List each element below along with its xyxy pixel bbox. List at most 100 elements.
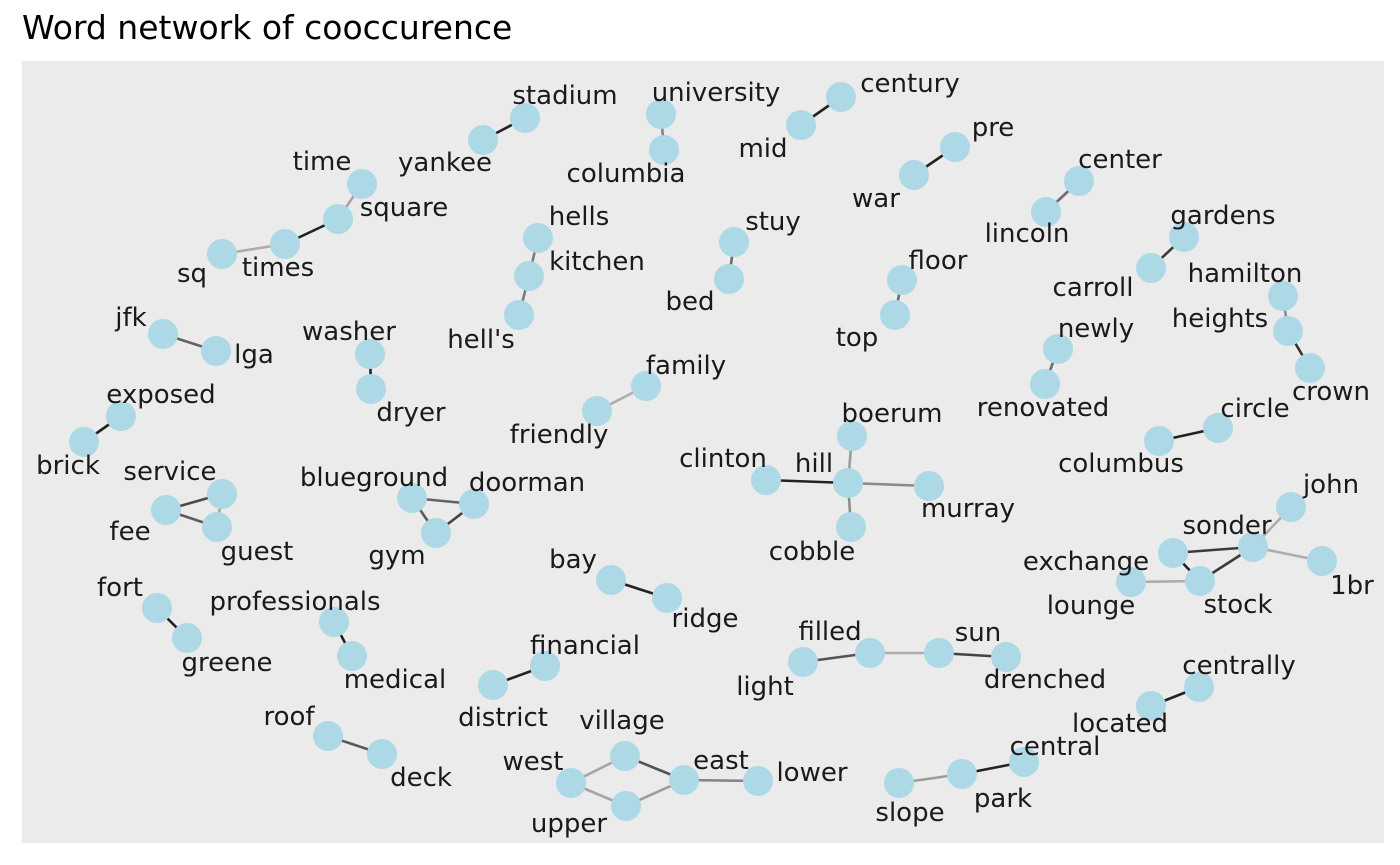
node-label-columbia: columbia bbox=[567, 159, 686, 189]
node-label-war: war bbox=[852, 184, 900, 214]
node-kitchen bbox=[514, 261, 544, 291]
node-label-murray: murray bbox=[921, 494, 1015, 524]
node-district bbox=[478, 670, 508, 700]
node-crown bbox=[1295, 353, 1325, 383]
node-heights bbox=[1273, 316, 1303, 346]
node-label-stadium: stadium bbox=[512, 81, 617, 111]
node-label-hamilton: hamilton bbox=[1188, 259, 1303, 289]
node-label-roof: roof bbox=[263, 702, 315, 732]
node-gym bbox=[421, 518, 451, 548]
node-medical bbox=[337, 641, 367, 671]
node-war bbox=[899, 160, 929, 190]
node-label-sun: sun bbox=[955, 618, 1002, 648]
node-bed bbox=[714, 264, 744, 294]
node-columbia bbox=[649, 135, 679, 165]
node-clinton bbox=[751, 465, 781, 495]
node-label-sq: sq bbox=[177, 259, 207, 289]
node-columbus bbox=[1144, 426, 1174, 456]
node-label-newly: newly bbox=[1058, 314, 1134, 344]
node-label-renovated: renovated bbox=[977, 393, 1110, 423]
node-lower bbox=[743, 766, 773, 796]
node-guest bbox=[202, 512, 232, 542]
node-sun bbox=[924, 638, 954, 668]
node-label-stuy: stuy bbox=[745, 207, 801, 237]
node-label-gym: gym bbox=[368, 541, 425, 571]
node-cobble bbox=[836, 512, 866, 542]
node-professionals bbox=[319, 607, 349, 637]
node-label-gardens: gardens bbox=[1170, 201, 1275, 231]
node-label-boerum: boerum bbox=[842, 399, 943, 429]
node-label-village: village bbox=[579, 706, 665, 736]
node-ridge bbox=[652, 583, 682, 613]
node-stock bbox=[1185, 566, 1215, 596]
node-label-pre: pre bbox=[972, 113, 1015, 143]
chart-title: Word network of cooccurence bbox=[22, 8, 513, 47]
node-label-bed: bed bbox=[665, 287, 714, 317]
node-label-lga: lga bbox=[234, 340, 274, 370]
node-service bbox=[207, 479, 237, 509]
node-label-filled: filled bbox=[798, 617, 861, 647]
node-label-financial: financial bbox=[530, 631, 640, 661]
node-label-park: park bbox=[974, 784, 1032, 814]
node-top bbox=[880, 300, 910, 330]
node-label-square: square bbox=[360, 193, 449, 223]
node-label-drenched: drenched bbox=[984, 665, 1106, 695]
node-label-hells: hells bbox=[549, 202, 609, 232]
node-mid bbox=[786, 110, 816, 140]
node-yankee bbox=[468, 125, 498, 155]
node-fee bbox=[151, 495, 181, 525]
node-hill bbox=[833, 468, 863, 498]
node-label-west: west bbox=[502, 747, 563, 777]
node-upper bbox=[611, 791, 641, 821]
node-label-light: light bbox=[736, 672, 794, 702]
node-1br bbox=[1307, 546, 1337, 576]
node-label-university: university bbox=[652, 78, 781, 108]
node-times bbox=[270, 229, 300, 259]
node-label-service: service bbox=[123, 457, 216, 487]
node-deck bbox=[367, 739, 397, 769]
node-label-heights: heights bbox=[1172, 304, 1268, 334]
node-family bbox=[631, 371, 661, 401]
node-doorman bbox=[459, 489, 489, 519]
node-lincoln bbox=[1031, 197, 1061, 227]
node-label-john: john bbox=[1302, 470, 1359, 500]
node-west bbox=[556, 768, 586, 798]
node-east bbox=[669, 765, 699, 795]
node-newly bbox=[1043, 334, 1073, 364]
node-label-yankee: yankee bbox=[398, 148, 492, 178]
node-label-friendly: friendly bbox=[510, 420, 609, 450]
node-label-mid: mid bbox=[738, 134, 787, 164]
labels-layer: stadium yankee university columbia century mi… bbox=[36, 69, 1374, 839]
node-label-located: located bbox=[1072, 709, 1168, 739]
node-label-family: family bbox=[646, 351, 726, 381]
node-label-sonder: sonder bbox=[1182, 511, 1271, 541]
node-drenched bbox=[991, 642, 1021, 672]
node-hamilton bbox=[1268, 281, 1298, 311]
node-boerum bbox=[837, 421, 867, 451]
node-roof bbox=[313, 721, 343, 751]
node-label-centrally: centrally bbox=[1182, 651, 1295, 681]
nodes-layer bbox=[69, 82, 1337, 821]
node-friendly bbox=[582, 396, 612, 426]
node-university bbox=[646, 99, 676, 129]
node-label-ridge: ridge bbox=[672, 604, 739, 634]
node-label-fee: fee bbox=[109, 517, 150, 547]
node-dryer bbox=[356, 374, 386, 404]
node-circle bbox=[1203, 413, 1233, 443]
node-label-lower: lower bbox=[776, 758, 847, 788]
node-label-top: top bbox=[836, 323, 879, 353]
node-jfk bbox=[148, 319, 178, 349]
node-label-floor: floor bbox=[909, 246, 968, 276]
node-label-jfk: jfk bbox=[114, 303, 146, 333]
node-label-doorman: doorman bbox=[469, 468, 585, 498]
node-label-carroll: carroll bbox=[1053, 273, 1134, 303]
node-brick bbox=[69, 427, 99, 457]
node-label-brick: brick bbox=[36, 451, 100, 481]
node-pre bbox=[940, 132, 970, 162]
node-label-stock: stock bbox=[1204, 590, 1273, 620]
node-exchange bbox=[1158, 538, 1188, 568]
node-square bbox=[323, 204, 353, 234]
node-label-upper: upper bbox=[531, 809, 607, 839]
node-label-times: times bbox=[242, 253, 314, 283]
node-label-clinton: clinton bbox=[679, 444, 767, 474]
